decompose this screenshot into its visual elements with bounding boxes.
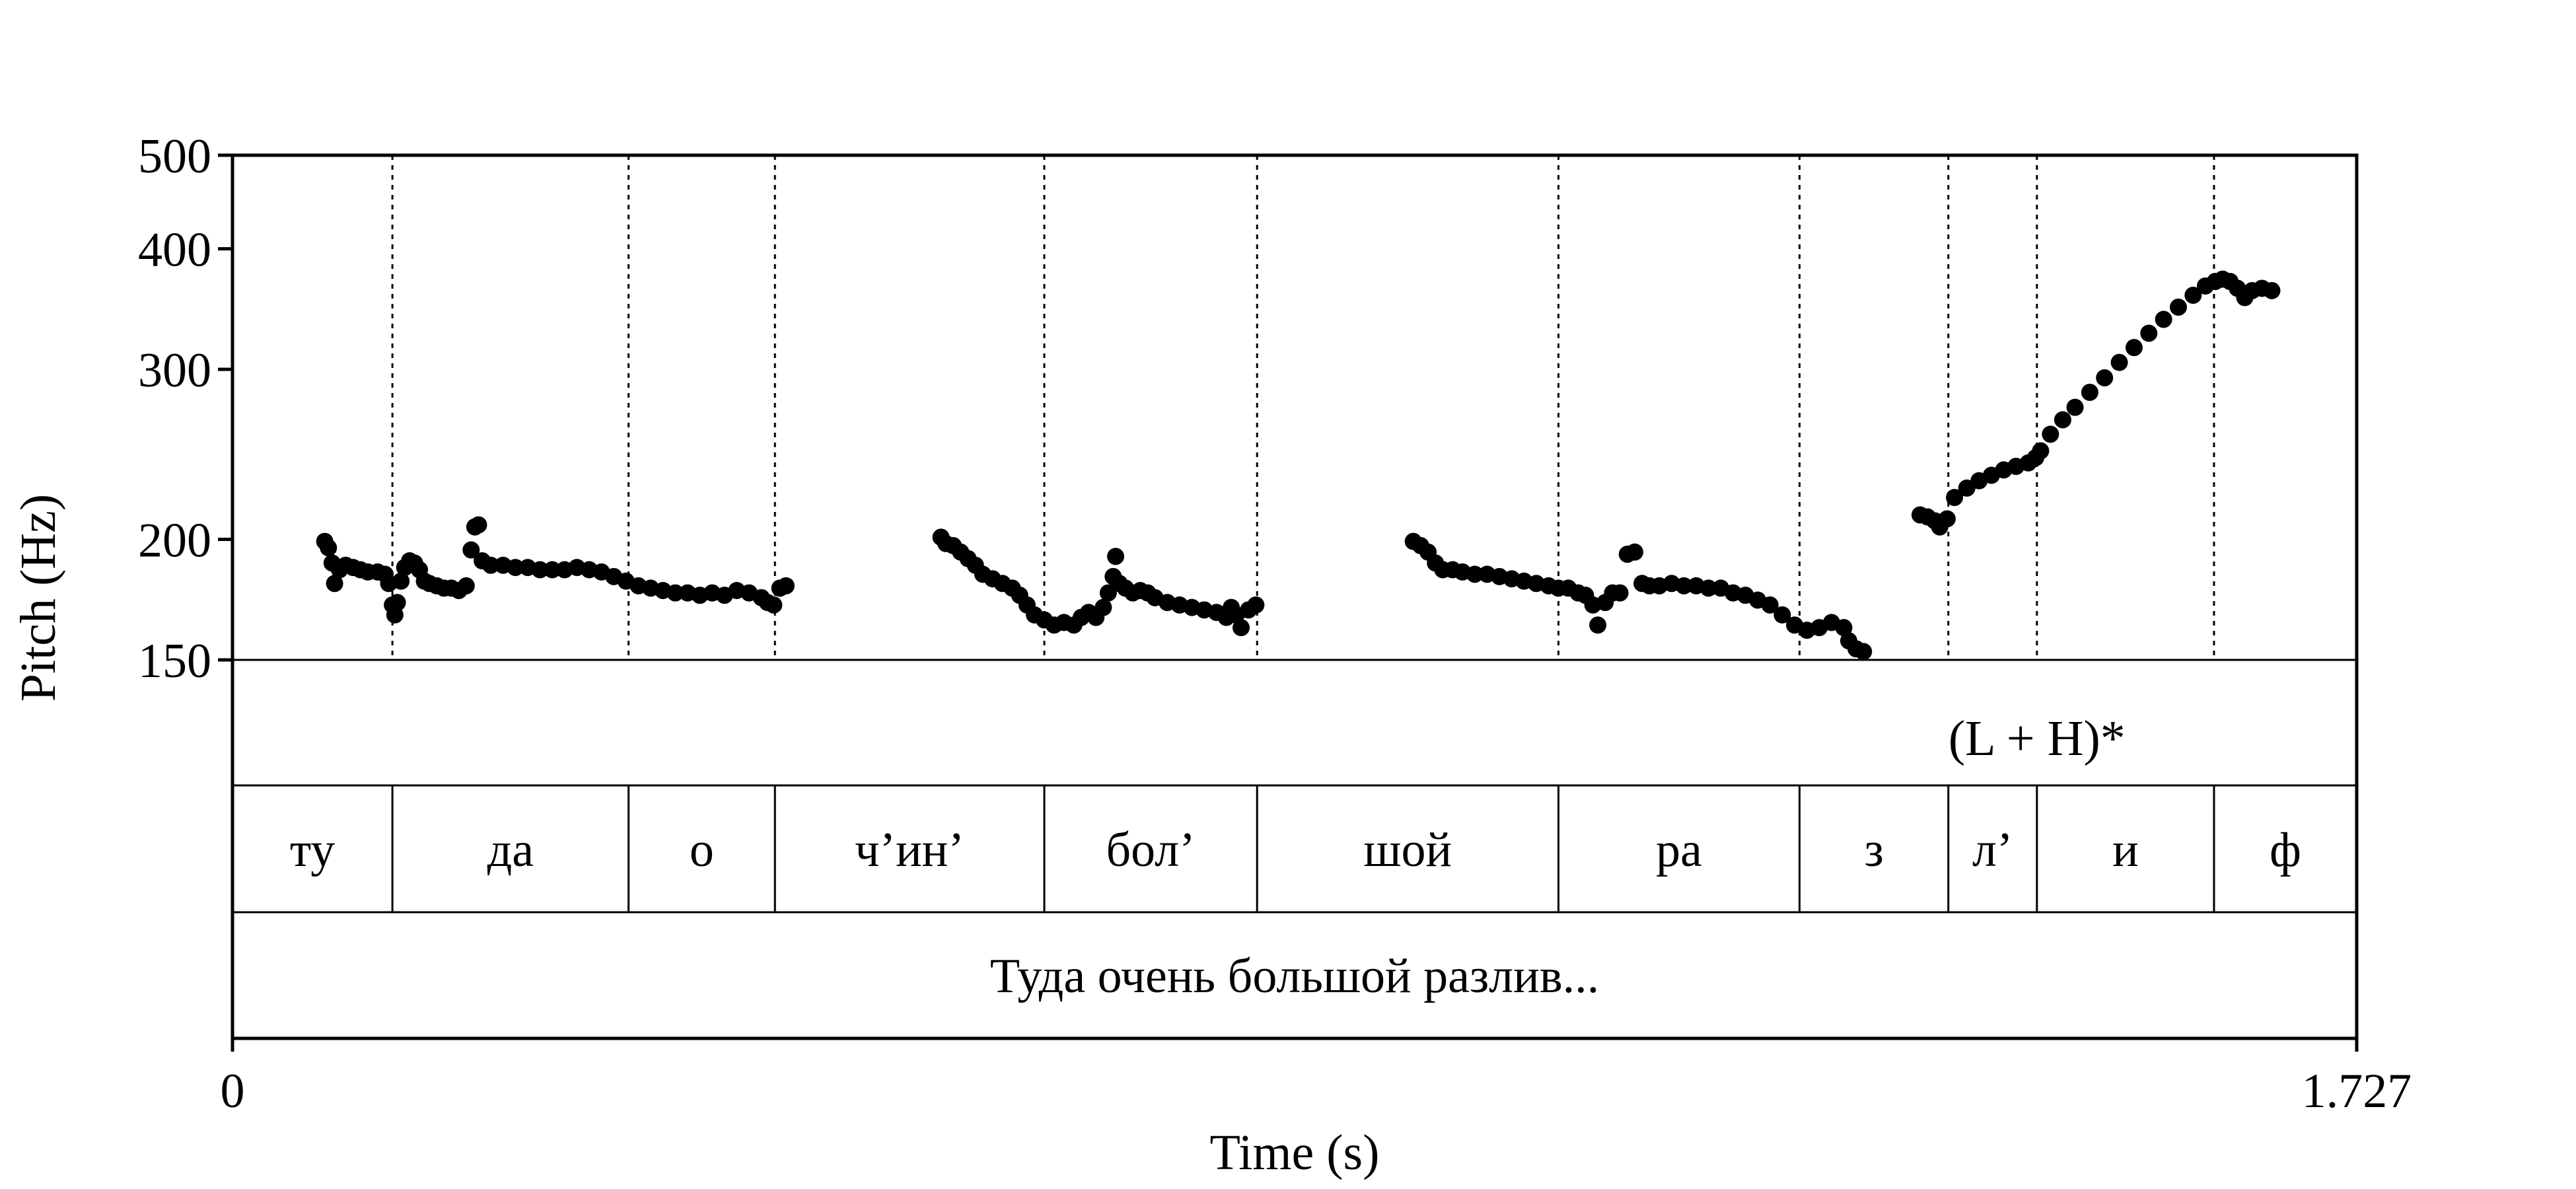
pitch-point (1626, 543, 1643, 561)
segment-label: и (2112, 823, 2139, 877)
pitch-point (507, 559, 524, 577)
pitch-point (2110, 353, 2128, 371)
pitch-point (320, 539, 338, 557)
pitch-point (2155, 310, 2172, 328)
segment-label: з (1864, 823, 1883, 877)
pitch-point (544, 561, 561, 579)
pitch-point (1675, 577, 1693, 594)
y-axis-label: Pitch (Hz) (11, 494, 66, 702)
pitch-point (2042, 425, 2059, 443)
x-tick-label-end: 1.727 (2302, 1064, 2412, 1118)
pitch-point (1247, 596, 1265, 614)
pitch-point (2096, 369, 2114, 386)
pitch-point (457, 577, 475, 594)
pitch-point (1232, 619, 1250, 637)
segment-label: ту (290, 823, 335, 877)
pitch-point (1773, 606, 1791, 624)
tone-label: (L + H)* (1949, 711, 2126, 766)
pitch-point (666, 584, 684, 602)
y-tick-label: 400 (138, 223, 211, 277)
pitch-point (2263, 281, 2281, 299)
y-tick-label: 150 (138, 634, 211, 688)
pitch-point (1589, 616, 1607, 634)
pitch-points (316, 270, 2281, 661)
segment-label: да (487, 823, 534, 877)
x-axis-label: Time (s) (1210, 1125, 1380, 1180)
pitch-point (1938, 510, 1956, 528)
pitch-point (1835, 619, 1853, 637)
pitch-point (1107, 548, 1125, 565)
pitch-point (1946, 489, 1964, 507)
pitch-point (2032, 442, 2050, 460)
pitch-point (470, 516, 487, 534)
pitch-point (2066, 398, 2084, 416)
pitch-point (765, 596, 783, 614)
plot-frame (231, 153, 2359, 1040)
pitch-point (388, 594, 406, 612)
x-tick-label-start: 0 (221, 1064, 245, 1118)
pitch-point (1699, 579, 1717, 597)
y-axis: 150 200 300 400 500 (138, 129, 233, 688)
segment-label: ра (1656, 823, 1702, 877)
segment-label: л’ (1972, 823, 2013, 877)
pitch-point (1466, 565, 1484, 583)
pitch-point (531, 561, 549, 579)
pitch-point (462, 541, 480, 559)
pitch-point (2125, 339, 2143, 357)
y-tick-label: 200 (138, 513, 211, 567)
segment-label: бол’ (1106, 823, 1195, 877)
tone-tier: (L + H)* (1949, 711, 2126, 766)
pitch-point (326, 575, 343, 593)
pitch-point (2169, 298, 2187, 316)
segment-label: ф (2270, 823, 2301, 877)
segment-tier: ту да о ч’ин’ бол’ шой ра з л’ и ф (290, 823, 2301, 877)
pitch-point (2140, 324, 2158, 342)
pitch-point (1855, 643, 1873, 661)
pitch-point (392, 572, 410, 590)
pitch-point (482, 556, 500, 574)
pitch-point (2054, 411, 2071, 429)
pitch-point (1761, 596, 1779, 614)
pitch-point (2081, 383, 2098, 401)
pitch-point (1094, 598, 1112, 616)
segment-label: шой (1364, 823, 1452, 877)
y-tick-label: 300 (138, 343, 211, 398)
segment-label: о (690, 823, 714, 877)
segment-label: ч’ин’ (855, 823, 964, 877)
pitch-point (1611, 584, 1629, 602)
pitch-point (2184, 286, 2202, 304)
sentence-label: Туда очень большой разлив... (990, 949, 1599, 1003)
pitch-point (777, 577, 795, 594)
y-tick-label: 500 (138, 129, 211, 184)
